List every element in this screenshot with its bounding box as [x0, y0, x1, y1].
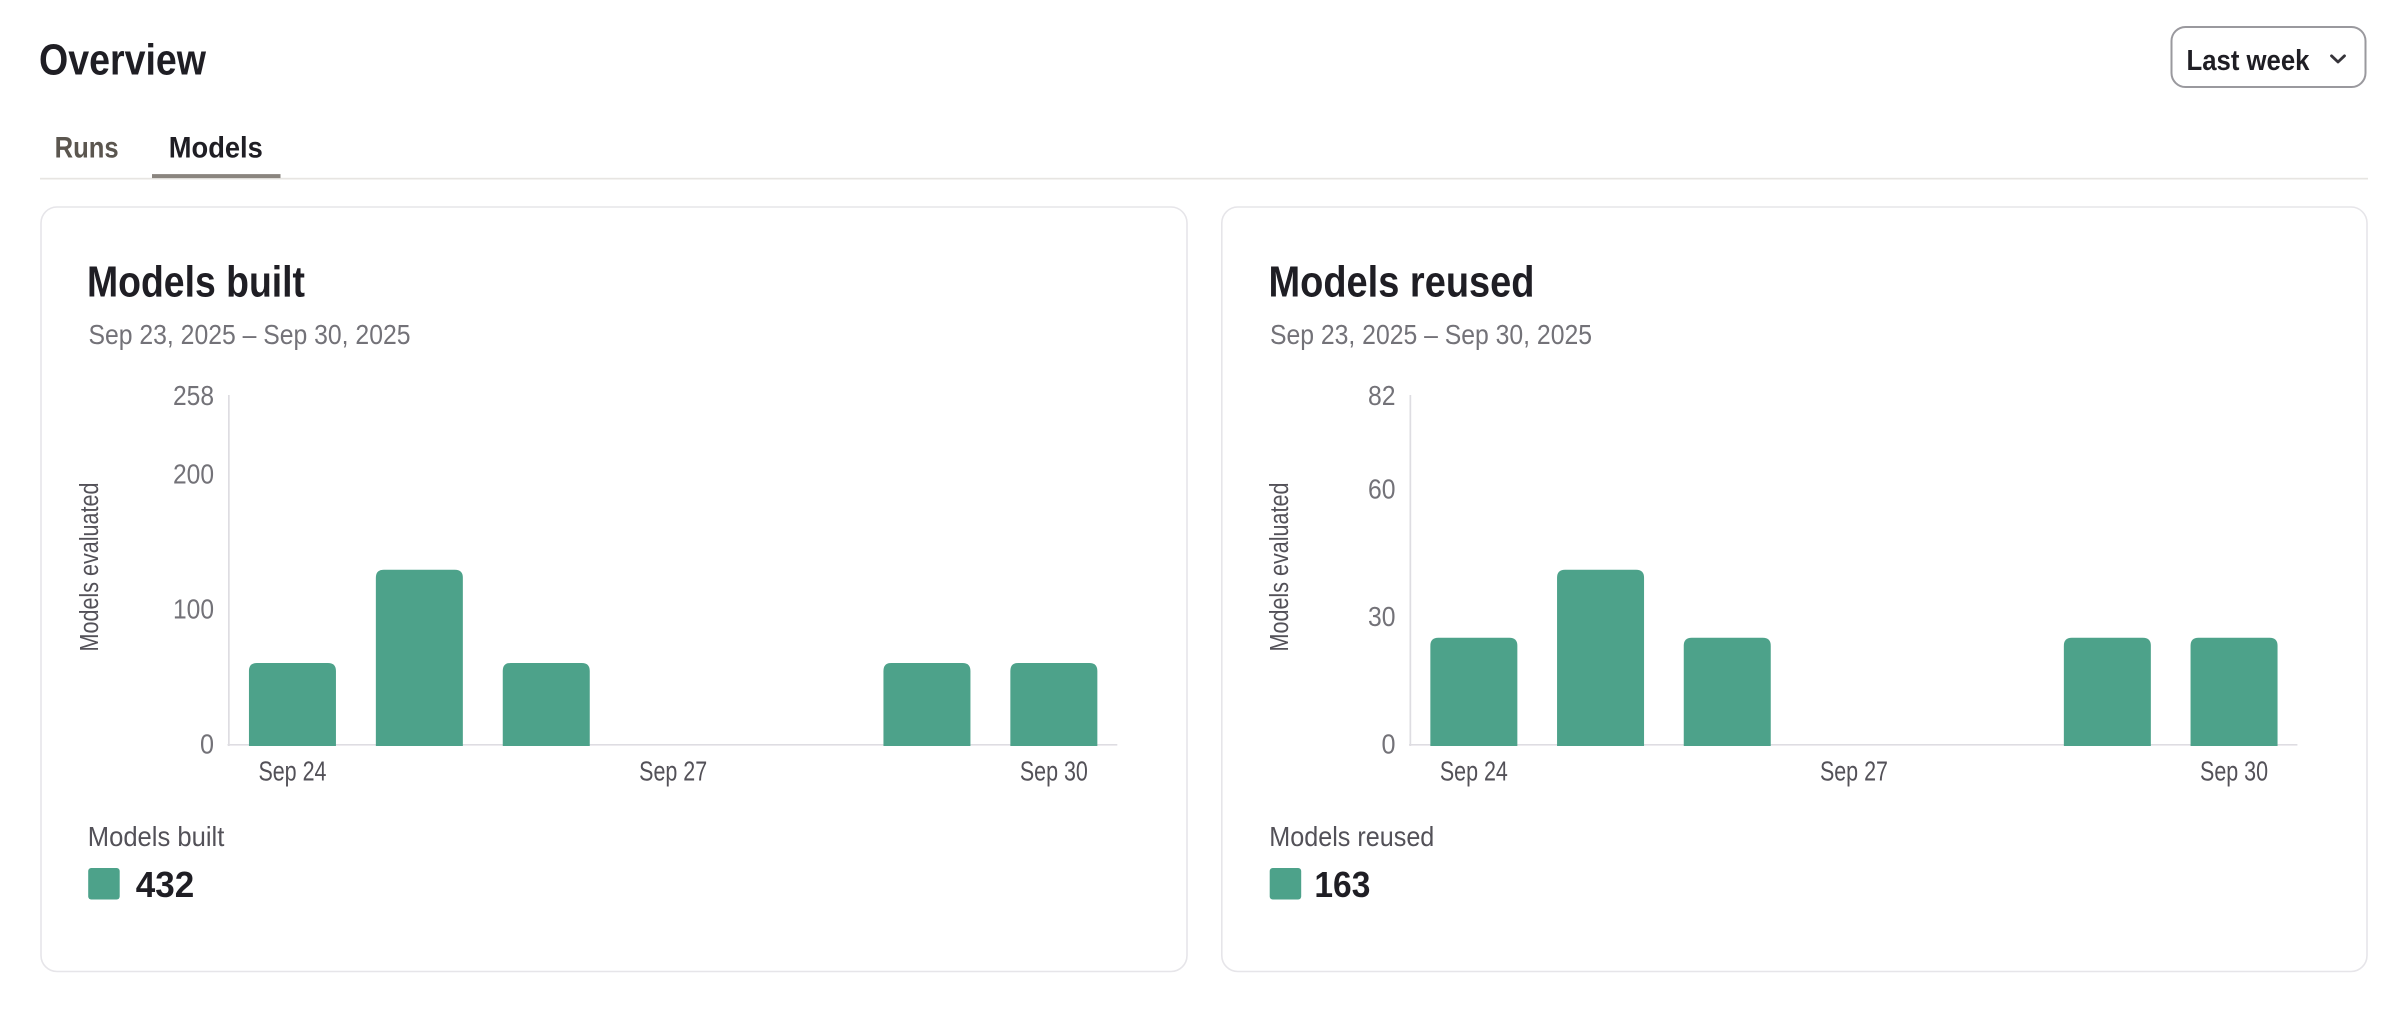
svg-text:Sep 23, 2025 – Sep 30, 2025: Sep 23, 2025 – Sep 30, 2025 — [89, 319, 411, 350]
svg-text:432: 432 — [136, 864, 195, 905]
svg-text:0: 0 — [1382, 729, 1396, 760]
svg-text:Models reused: Models reused — [1269, 257, 1535, 306]
svg-text:82: 82 — [1368, 380, 1396, 411]
svg-text:100: 100 — [173, 594, 214, 625]
svg-text:163: 163 — [1314, 864, 1370, 905]
svg-text:Sep 27: Sep 27 — [639, 756, 707, 787]
svg-text:Models built: Models built — [87, 257, 305, 306]
svg-text:Models: Models — [169, 131, 263, 164]
svg-text:30: 30 — [1368, 601, 1396, 632]
svg-text:Models built: Models built — [88, 821, 225, 852]
svg-text:Sep 24: Sep 24 — [1440, 756, 1508, 787]
svg-text:Sep 24: Sep 24 — [258, 756, 326, 787]
svg-text:200: 200 — [173, 459, 214, 490]
svg-text:258: 258 — [173, 380, 214, 411]
svg-text:Sep 23, 2025 – Sep 30, 2025: Sep 23, 2025 – Sep 30, 2025 — [1270, 319, 1592, 350]
svg-text:Models evaluated: Models evaluated — [76, 483, 104, 652]
svg-text:Sep 30: Sep 30 — [2200, 756, 2268, 787]
svg-text:Sep 27: Sep 27 — [1820, 756, 1888, 787]
svg-text:Models evaluated: Models evaluated — [1266, 483, 1294, 652]
svg-text:Sep 30: Sep 30 — [1020, 756, 1088, 787]
svg-text:0: 0 — [200, 729, 214, 760]
svg-text:60: 60 — [1368, 474, 1396, 505]
svg-text:Overview: Overview — [39, 36, 207, 85]
svg-text:Runs: Runs — [55, 131, 119, 164]
svg-text:Models reused: Models reused — [1269, 821, 1434, 852]
svg-text:Last week: Last week — [2187, 45, 2311, 77]
